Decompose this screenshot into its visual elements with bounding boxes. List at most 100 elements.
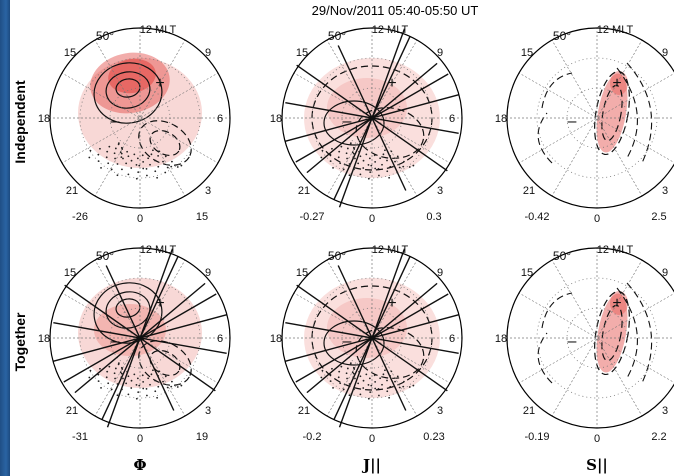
contour-arc-right <box>626 282 653 384</box>
coverage-dot <box>113 372 116 375</box>
coverage-dot <box>162 160 164 163</box>
coverage-dot <box>354 157 356 160</box>
coverage-dot <box>171 380 173 383</box>
mlt-label-3: 3 <box>662 185 668 197</box>
coverage-dot <box>157 165 160 168</box>
mlt-label-18: 18 <box>270 113 282 125</box>
coverage-dot <box>321 149 324 152</box>
coverage-dot <box>117 363 120 366</box>
coverage-dot <box>88 376 91 379</box>
coverage-dot <box>141 154 144 157</box>
coverage-dot <box>149 383 151 386</box>
coverage-dot <box>130 159 133 162</box>
coverage-dot <box>382 153 385 156</box>
contour-core-inner <box>601 304 623 362</box>
mlt-label-6: 6 <box>217 113 223 125</box>
scale-max-independent-j: 0.3 <box>426 211 441 223</box>
coverage-dot <box>166 166 169 169</box>
min-marker: – <box>111 113 120 130</box>
coverage-dot <box>362 379 365 382</box>
latitude-circle <box>536 277 658 399</box>
coverage-dot <box>126 150 129 153</box>
coverage-dot <box>89 369 92 372</box>
shade-arc-core <box>596 73 628 153</box>
coverage-dot <box>384 149 386 152</box>
coverage-dot <box>176 386 179 388</box>
coverage-dot <box>320 376 323 379</box>
mlt-label-6: 6 <box>449 333 455 345</box>
coverage-dot <box>386 379 388 382</box>
coverage-dot <box>180 384 183 387</box>
coverage-dot <box>370 164 373 167</box>
column-label-s-parallel: S|| <box>586 456 608 474</box>
latitude-circle <box>536 57 658 179</box>
coverage-dot <box>164 155 167 158</box>
coverage-dot <box>346 367 349 370</box>
coverage-dot <box>157 375 160 377</box>
coverage-dot <box>338 150 341 153</box>
coverage-dot <box>116 394 119 397</box>
mlt-label-15: 15 <box>521 47 533 59</box>
coverage-dot <box>384 369 386 372</box>
mlt-label-9: 9 <box>437 47 443 59</box>
coverage-dot <box>130 167 133 169</box>
coverage-dot <box>147 157 150 160</box>
coverage-dot <box>396 171 399 174</box>
coverage-dot <box>352 376 355 379</box>
coverage-dot <box>321 369 324 372</box>
coverage-dot <box>114 147 117 150</box>
mlt-label-3: 3 <box>205 185 211 197</box>
coverage-dot <box>342 168 345 171</box>
coverage-dot <box>340 145 343 148</box>
mlt-label-9: 9 <box>205 47 211 59</box>
coverage-dot <box>346 377 348 380</box>
coverage-dot <box>374 387 377 390</box>
coverage-dot <box>349 363 352 366</box>
coverage-dot <box>382 373 385 376</box>
mlt-label-9: 9 <box>437 267 443 279</box>
coverage-dot <box>150 373 153 376</box>
coverage-dot <box>412 384 415 387</box>
coverage-dot <box>149 163 151 166</box>
coverage-dot <box>147 377 150 380</box>
coverage-dot <box>113 152 116 155</box>
coverage-dots-independent-phi <box>88 142 183 180</box>
coverage-dot <box>345 152 348 155</box>
contour-core <box>594 70 630 156</box>
coverage-dot <box>373 374 376 377</box>
coverage-dot <box>378 174 380 177</box>
coverage-dot <box>97 373 100 376</box>
track-rays-independent-j <box>284 28 460 208</box>
min-marker: – <box>568 113 577 130</box>
coverage-dot <box>332 166 334 169</box>
coverage-dot <box>357 382 360 385</box>
coverage-dot <box>164 375 167 378</box>
coverage-dot <box>158 370 161 373</box>
mlt-label-3: 3 <box>437 405 443 417</box>
mlt-label-0: 0 <box>137 213 143 225</box>
mlt-label-15: 15 <box>64 267 76 279</box>
coverage-dot <box>120 376 123 379</box>
coverage-dot <box>353 148 356 150</box>
coverage-dot <box>362 159 365 162</box>
coverage-dot <box>394 160 396 163</box>
coverage-dot <box>116 383 119 385</box>
coverage-dot <box>402 165 405 168</box>
coverage-dot <box>367 383 370 386</box>
latitude-label-50: 50° <box>96 29 114 43</box>
coverage-dot <box>108 145 111 148</box>
coverage-dot <box>359 393 362 396</box>
coverage-dot <box>351 371 354 374</box>
coverage-dot <box>381 383 383 386</box>
coverage-dot <box>351 151 354 154</box>
coverage-dot <box>170 385 173 388</box>
max-marker: + <box>387 75 396 92</box>
contour-dashed <box>149 349 181 377</box>
coverage-dot <box>337 376 340 379</box>
min-marker: – <box>111 333 120 350</box>
mlt-label-12: 12 MLT <box>597 24 634 36</box>
mlt-label-0: 0 <box>137 433 143 445</box>
track-rays-together-phi <box>52 248 228 428</box>
coverage-dot <box>339 162 342 165</box>
